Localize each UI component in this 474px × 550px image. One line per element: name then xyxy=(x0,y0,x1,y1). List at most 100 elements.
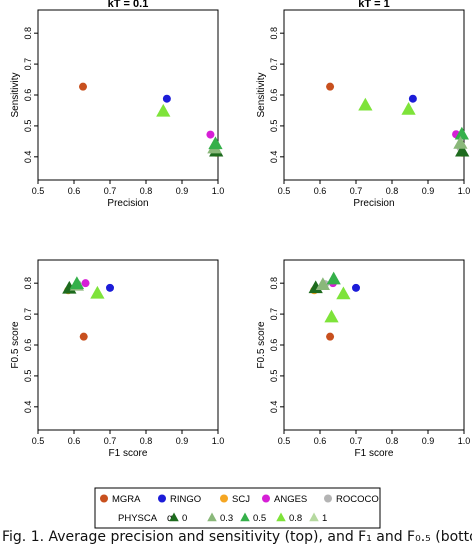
scatter-panel-3: 0.5 0.6 0.7 0.8 0.9 1.0 0.4 0.5 0.6 0.7 0.8 F1 scor… xyxy=(10,259,225,459)
plot-frame xyxy=(37,259,219,431)
y-tick-label: 0.5 xyxy=(23,370,33,383)
scatter-panel-4: 0.5 0.6 0.7 0.8 0.9 1.0 0.4 0.5 0.6 0.7 0.8 F1 scor… xyxy=(256,259,471,459)
legend-label-physca-0-8: 0.8 xyxy=(289,513,302,524)
scatter-panel-1: kT = 0.1 0.5 0.6 0.7 0.8 0.9 1.0 0.4 0.5 0.6 0.7 0.… xyxy=(10,0,224,209)
legend-item-physca-0-3: 0.3 xyxy=(207,512,233,524)
figure-caption: Fig. 1. Average precision and sensitivit… xyxy=(2,529,472,545)
y-tick-label: 0.6 xyxy=(269,89,279,102)
x-tick-label: 0.5 xyxy=(32,436,45,446)
legend-physca-label: PHYSCA xyxy=(118,513,158,524)
legend-marker-mgra xyxy=(100,494,108,503)
point-physca-0-8-8 xyxy=(156,103,171,117)
plot-frame xyxy=(283,259,465,431)
x-tick-label: 0.6 xyxy=(68,436,81,446)
x-tick-label: 0.8 xyxy=(140,186,153,196)
x-tick-label: 0.5 xyxy=(278,186,291,196)
point-physca-0-8-8 xyxy=(90,285,105,299)
x-axis-label: Precision xyxy=(107,198,148,209)
legend-item-physca-0-8: 0.8 xyxy=(276,512,302,524)
legend-marker-physca-1 xyxy=(309,512,319,522)
x-axis-label: F1 score xyxy=(355,448,394,459)
legend-marker-ringo xyxy=(158,494,166,503)
point-mgra-0 xyxy=(326,332,335,341)
legend-alpha-symbol: α xyxy=(167,513,173,524)
x-tick-label: 1.0 xyxy=(458,436,471,446)
x-tick-label: 0.5 xyxy=(32,186,45,196)
point-ringo-1 xyxy=(106,283,114,292)
x-tick-label: 1.0 xyxy=(212,436,225,446)
x-tick-label: 0.9 xyxy=(422,436,435,446)
y-axis-label: F0.5 score xyxy=(256,321,267,369)
point-physca-0-8-9 xyxy=(401,102,416,115)
x-tick-label: 0.6 xyxy=(314,186,327,196)
legend-marker-physca-0-3 xyxy=(207,512,217,522)
legend-label-physca-0-5: 0.5 xyxy=(253,513,266,524)
legend-item-physca-0: 0 xyxy=(169,512,187,524)
point-ringo-1 xyxy=(162,94,171,103)
point-physca-0-3-6 xyxy=(315,277,331,290)
y-tick-label: 0.8 xyxy=(23,27,33,40)
point-ringo-1 xyxy=(352,283,360,292)
y-tick-label: 0.4 xyxy=(269,151,279,164)
x-tick-label: 0.8 xyxy=(386,186,399,196)
x-tick-label: 0.5 xyxy=(278,436,291,446)
legend-label-physca-0: 0 xyxy=(182,513,187,524)
point-ringo-1 xyxy=(408,94,417,103)
legend-marker-physca-0-5 xyxy=(240,512,250,522)
y-tick-label: 0.5 xyxy=(269,370,279,383)
point-physca-0-8-8 xyxy=(336,286,351,300)
x-tick-label: 0.7 xyxy=(350,186,363,196)
legend-label-physca-0-3: 0.3 xyxy=(220,513,233,524)
legend: MGRA RINGO SCJ ANGES ROCOCO PHYSCA α 0 0.3 0.5 0.8… xyxy=(94,487,381,529)
y-tick-label: 0.7 xyxy=(269,58,279,71)
legend-item-ringo: RINGO xyxy=(158,494,201,505)
point-physca-0-8-9 xyxy=(324,309,339,323)
point-physca-0-8-8 xyxy=(358,97,373,111)
point-physca-0-5-7 xyxy=(326,271,341,285)
y-tick-label: 0.5 xyxy=(269,120,279,133)
x-tick-label: 0.6 xyxy=(68,186,81,196)
x-tick-label: 0.7 xyxy=(350,436,363,446)
scatter-panel-2: kT = 1 0.5 0.6 0.7 0.8 0.9 1.0 0.4 0.5 0.6 0.7 0.8 P… xyxy=(256,0,470,209)
point-anges-2 xyxy=(206,130,215,139)
y-tick-label: 0.7 xyxy=(269,308,279,321)
x-tick-label: 0.9 xyxy=(176,436,189,446)
x-tick-label: 0.8 xyxy=(140,436,153,446)
legend-item-mgra: MGRA xyxy=(100,494,141,505)
point-physca-0-5 xyxy=(455,143,470,157)
legend-item-rococo: ROCOCO xyxy=(324,494,379,505)
x-tick-label: 0.8 xyxy=(386,436,399,446)
point-mgra-0 xyxy=(79,332,88,341)
x-tick-label: 1.0 xyxy=(212,186,225,196)
y-tick-label: 0.6 xyxy=(23,339,33,352)
legend-label-scj: SCJ xyxy=(232,494,250,505)
point-physca-0-5-7 xyxy=(69,276,85,290)
y-axis-label: Sensitivity xyxy=(256,72,267,117)
point-mgra-0 xyxy=(79,82,87,91)
y-tick-label: 0.7 xyxy=(23,308,33,321)
y-tick-label: 0.4 xyxy=(269,401,279,414)
legend-label-anges: ANGES xyxy=(274,494,307,505)
y-axis-label: Sensitivity xyxy=(10,72,21,117)
y-tick-label: 0.6 xyxy=(269,339,279,352)
x-axis-label: Precision xyxy=(353,198,394,209)
legend-marker-rococo xyxy=(324,494,332,503)
panel-title: kT = 1 xyxy=(358,0,390,10)
legend-item-physca-1: 1 xyxy=(309,512,327,524)
legend-label-ringo: RINGO xyxy=(170,494,201,505)
legend-label-physca-1: 1 xyxy=(322,513,327,524)
y-tick-label: 0.4 xyxy=(23,151,33,164)
y-tick-label: 0.5 xyxy=(23,120,33,133)
legend-marker-scj xyxy=(220,494,228,503)
legend-item-physca-0-5: 0.5 xyxy=(240,512,266,524)
plot-frame xyxy=(283,9,465,181)
plot-frame xyxy=(37,9,219,181)
legend-item-anges: ANGES xyxy=(262,494,307,505)
legend-marker-physca-0 xyxy=(169,512,179,522)
point-anges-2 xyxy=(81,279,90,288)
y-tick-label: 0.4 xyxy=(23,401,33,414)
y-tick-label: 0.8 xyxy=(269,277,279,290)
x-tick-label: 0.6 xyxy=(314,436,327,446)
y-tick-label: 0.7 xyxy=(23,58,33,71)
